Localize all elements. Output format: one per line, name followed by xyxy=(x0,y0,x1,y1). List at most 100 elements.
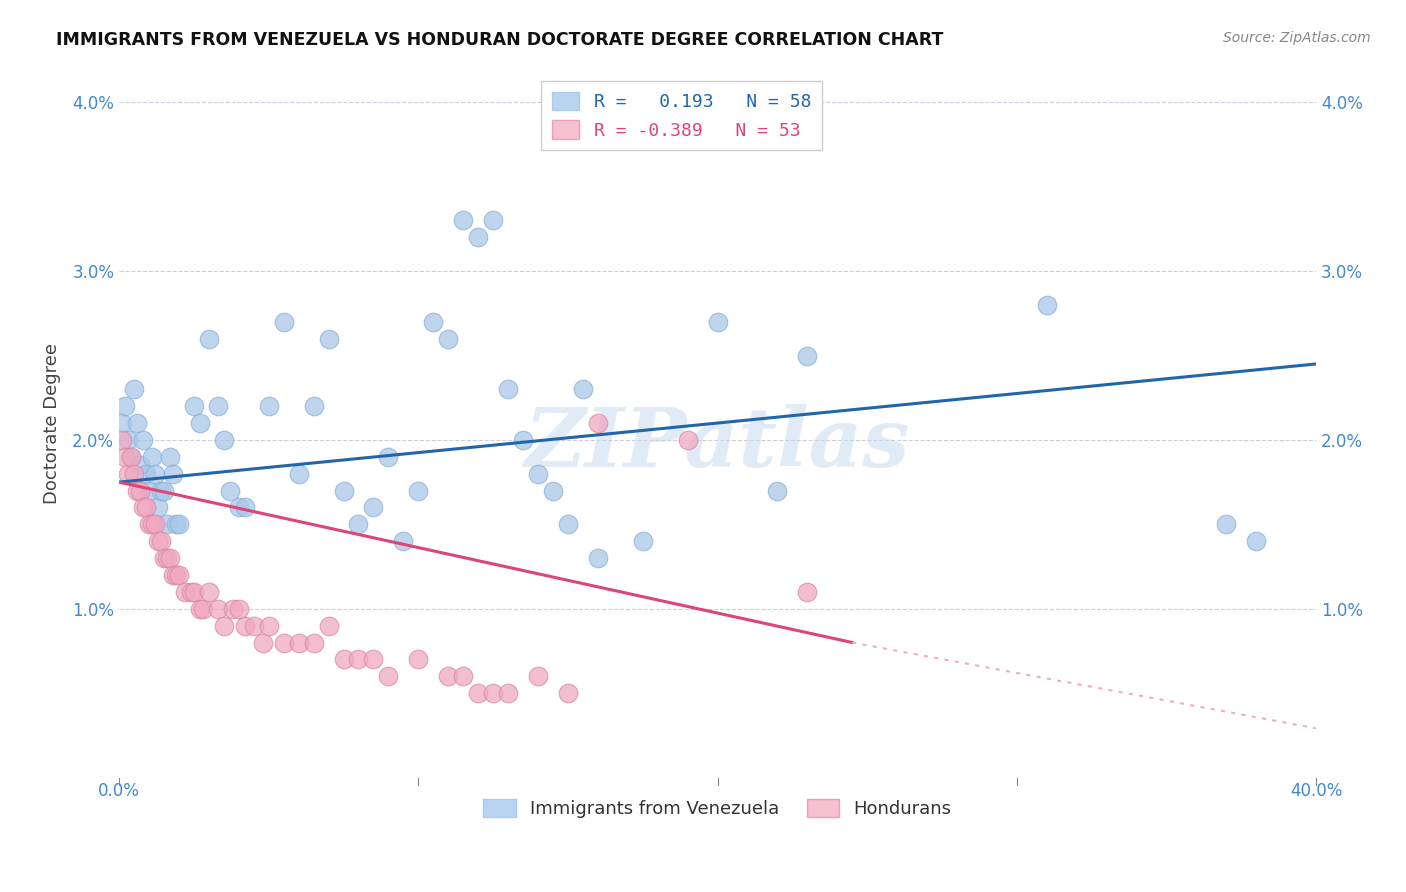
Point xyxy=(451,669,474,683)
Point xyxy=(496,686,519,700)
Point xyxy=(512,433,534,447)
Point xyxy=(252,635,274,649)
Point xyxy=(1035,298,1057,312)
Point xyxy=(212,433,235,447)
Point xyxy=(167,517,190,532)
Point xyxy=(586,416,609,430)
Point xyxy=(156,517,179,532)
Point xyxy=(167,568,190,582)
Point xyxy=(159,450,181,464)
Point xyxy=(165,517,187,532)
Point xyxy=(180,585,202,599)
Point xyxy=(408,483,430,498)
Point xyxy=(174,585,197,599)
Point xyxy=(120,450,142,464)
Point xyxy=(143,467,166,481)
Point xyxy=(527,669,550,683)
Point xyxy=(557,686,579,700)
Point xyxy=(120,450,142,464)
Point xyxy=(451,213,474,227)
Point xyxy=(572,382,595,396)
Point xyxy=(212,618,235,632)
Point xyxy=(207,399,229,413)
Point xyxy=(218,483,240,498)
Point xyxy=(132,433,155,447)
Point xyxy=(149,483,172,498)
Point xyxy=(129,483,152,498)
Point xyxy=(114,450,136,464)
Point xyxy=(153,551,176,566)
Text: ZIPatlas: ZIPatlas xyxy=(524,404,910,484)
Point xyxy=(188,601,211,615)
Point xyxy=(1244,534,1267,549)
Point xyxy=(796,349,818,363)
Point xyxy=(138,517,160,532)
Point xyxy=(183,399,205,413)
Point xyxy=(437,669,460,683)
Point xyxy=(363,500,385,515)
Point xyxy=(125,416,148,430)
Point xyxy=(135,500,157,515)
Point xyxy=(631,534,654,549)
Point xyxy=(347,517,370,532)
Point xyxy=(287,635,309,649)
Point xyxy=(1215,517,1237,532)
Point xyxy=(273,635,295,649)
Point xyxy=(467,686,489,700)
Point xyxy=(318,618,340,632)
Text: Source: ZipAtlas.com: Source: ZipAtlas.com xyxy=(1223,31,1371,45)
Point xyxy=(377,450,399,464)
Point xyxy=(527,467,550,481)
Point xyxy=(541,483,564,498)
Point xyxy=(159,551,181,566)
Point xyxy=(188,416,211,430)
Point xyxy=(138,483,160,498)
Point xyxy=(242,618,264,632)
Point xyxy=(676,433,699,447)
Point xyxy=(302,399,325,413)
Point xyxy=(796,585,818,599)
Point xyxy=(207,601,229,615)
Point xyxy=(149,534,172,549)
Y-axis label: Doctorate Degree: Doctorate Degree xyxy=(44,343,60,504)
Point xyxy=(146,500,169,515)
Point xyxy=(363,652,385,666)
Point xyxy=(482,686,505,700)
Point xyxy=(228,601,250,615)
Point xyxy=(114,399,136,413)
Point xyxy=(162,568,184,582)
Point xyxy=(183,585,205,599)
Point xyxy=(233,500,256,515)
Point xyxy=(122,467,145,481)
Text: IMMIGRANTS FROM VENEZUELA VS HONDURAN DOCTORATE DEGREE CORRELATION CHART: IMMIGRANTS FROM VENEZUELA VS HONDURAN DO… xyxy=(56,31,943,49)
Point xyxy=(146,534,169,549)
Point xyxy=(318,332,340,346)
Point xyxy=(198,332,221,346)
Point xyxy=(766,483,789,498)
Point xyxy=(347,652,370,666)
Point xyxy=(392,534,415,549)
Point xyxy=(257,618,280,632)
Point xyxy=(117,467,139,481)
Point xyxy=(422,315,444,329)
Point xyxy=(111,416,134,430)
Point xyxy=(437,332,460,346)
Point xyxy=(557,517,579,532)
Point xyxy=(156,551,179,566)
Point xyxy=(332,483,354,498)
Point xyxy=(141,517,163,532)
Point xyxy=(132,500,155,515)
Point xyxy=(408,652,430,666)
Point xyxy=(228,500,250,515)
Point xyxy=(153,483,176,498)
Point xyxy=(125,483,148,498)
Point xyxy=(198,585,221,599)
Point xyxy=(467,230,489,244)
Point xyxy=(302,635,325,649)
Legend: Immigrants from Venezuela, Hondurans: Immigrants from Venezuela, Hondurans xyxy=(477,791,959,825)
Point xyxy=(117,433,139,447)
Point xyxy=(287,467,309,481)
Point xyxy=(165,568,187,582)
Point xyxy=(496,382,519,396)
Point xyxy=(122,382,145,396)
